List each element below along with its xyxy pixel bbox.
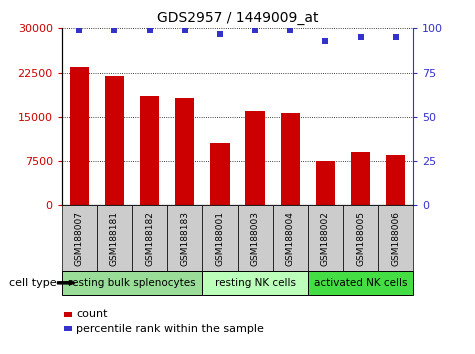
- Text: GSM188005: GSM188005: [356, 211, 365, 266]
- Bar: [140, 96, 159, 205]
- Text: GSM188006: GSM188006: [391, 211, 400, 266]
- Text: GSM188003: GSM188003: [251, 211, 259, 266]
- Bar: [386, 155, 405, 205]
- Text: cell type: cell type: [9, 278, 57, 288]
- Point: [216, 31, 224, 36]
- Bar: [281, 113, 300, 205]
- Text: GSM188002: GSM188002: [321, 211, 330, 266]
- Text: count: count: [76, 309, 107, 319]
- Point: [181, 27, 189, 33]
- Bar: [105, 75, 124, 205]
- Bar: [351, 152, 370, 205]
- Point: [322, 38, 329, 44]
- Bar: [70, 67, 89, 205]
- Text: GSM188182: GSM188182: [145, 211, 154, 266]
- Text: GSM188001: GSM188001: [216, 211, 224, 266]
- Point: [251, 27, 259, 33]
- Point: [286, 27, 294, 33]
- Point: [357, 34, 364, 40]
- Text: GSM188007: GSM188007: [75, 211, 84, 266]
- Point: [111, 27, 118, 33]
- Text: resting bulk splenocytes: resting bulk splenocytes: [68, 278, 196, 288]
- Point: [392, 34, 399, 40]
- Text: activated NK cells: activated NK cells: [314, 278, 407, 288]
- Text: resting NK cells: resting NK cells: [215, 278, 295, 288]
- Text: GSM188181: GSM188181: [110, 211, 119, 266]
- Text: GSM188183: GSM188183: [180, 211, 189, 266]
- Text: GSM188004: GSM188004: [286, 211, 294, 266]
- Bar: [246, 111, 265, 205]
- Text: GDS2957 / 1449009_at: GDS2957 / 1449009_at: [157, 11, 318, 25]
- Bar: [175, 98, 194, 205]
- Text: percentile rank within the sample: percentile rank within the sample: [76, 324, 264, 333]
- Point: [146, 27, 153, 33]
- Bar: [210, 143, 229, 205]
- Point: [76, 27, 83, 33]
- Bar: [316, 161, 335, 205]
